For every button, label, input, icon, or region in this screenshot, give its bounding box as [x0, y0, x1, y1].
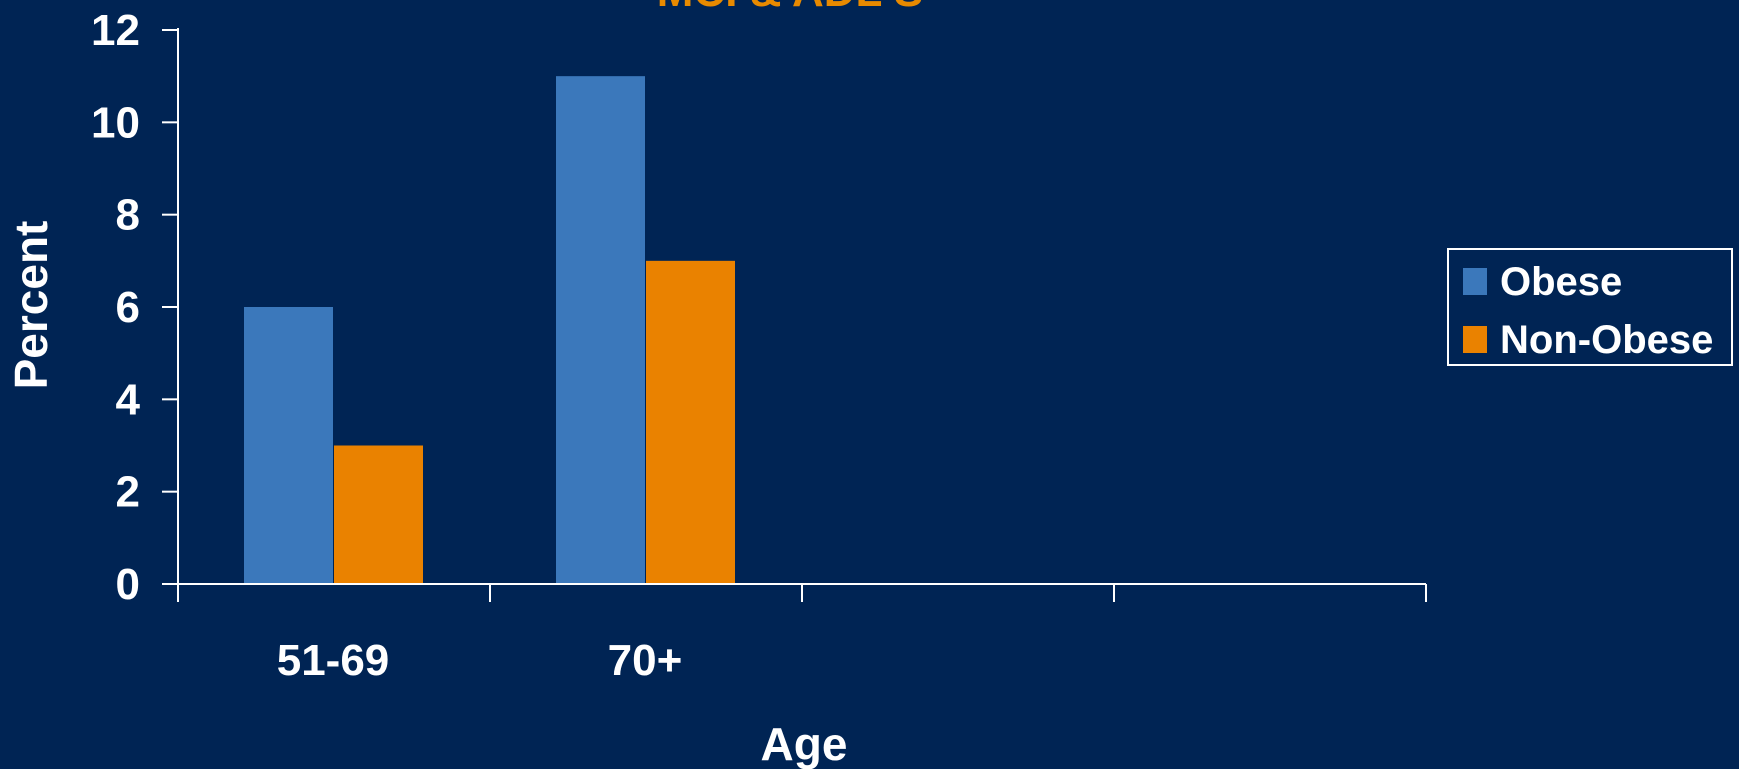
y-axis-title: Percent	[5, 221, 57, 390]
y-tick-label-2: 4	[116, 375, 141, 424]
legend: Obese Non-Obese	[1447, 248, 1733, 366]
y-tick-label-4: 8	[116, 191, 140, 240]
y-tick-label-6: 12	[91, 6, 140, 55]
y-tick-label-0: 0	[116, 560, 140, 609]
x-tick-labels: 51-69 70+	[277, 636, 683, 685]
y-tick-label-1: 2	[116, 468, 140, 517]
bar-non-obese-0	[334, 445, 423, 584]
legend-swatch-non-obese	[1463, 326, 1487, 353]
bar-non-obese-1	[646, 260, 735, 584]
y-tick-labels: 0 2 4 6 8 10 12	[91, 6, 140, 609]
y-tick-label-3: 6	[116, 283, 140, 332]
x-axis-title: Age	[761, 718, 848, 769]
legend-label-non-obese: Non-Obese	[1500, 318, 1713, 362]
bar-obese-0	[244, 307, 333, 584]
legend-label-obese: Obese	[1500, 260, 1622, 304]
chart-title: MCI & ADL S	[657, 0, 923, 16]
y-tick-label-5: 10	[91, 98, 140, 147]
legend-box	[1447, 248, 1733, 366]
bars-group	[244, 76, 735, 585]
axes-group	[162, 28, 1427, 602]
x-tick-label-1: 70+	[608, 636, 683, 685]
bar-obese-1	[556, 76, 645, 585]
x-tick-label-0: 51-69	[277, 636, 390, 685]
legend-swatch-obese	[1463, 268, 1487, 295]
